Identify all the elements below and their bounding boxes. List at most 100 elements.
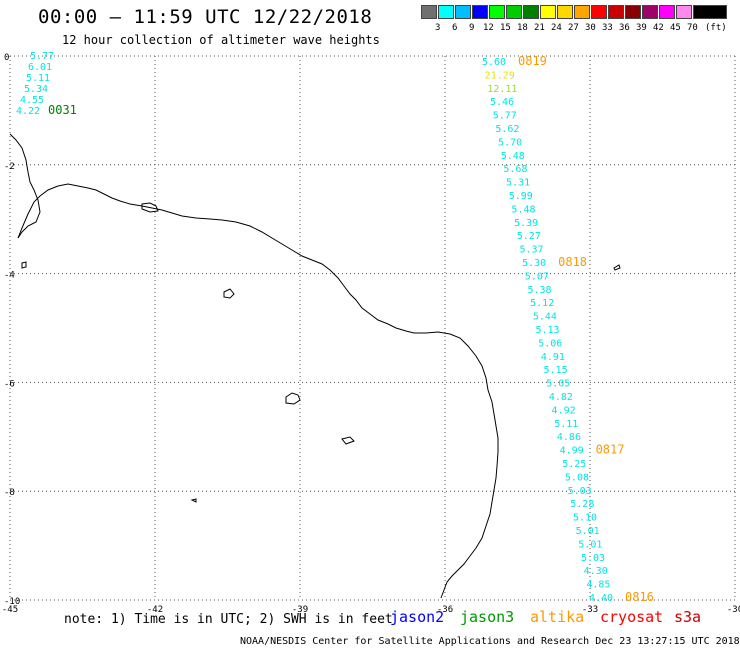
legend-swatch-21 (523, 5, 539, 19)
swh-value: 5.27 (517, 231, 541, 242)
legend-unit: (ft) (705, 23, 727, 33)
map-subtitle: 12 hour collection of altimeter wave hei… (62, 33, 380, 47)
legend-swatch-42 (642, 5, 658, 19)
legend-label: 27 (568, 23, 579, 33)
swh-value: 4.30 (584, 566, 608, 577)
swh-value: 4.85 (586, 580, 610, 591)
x-tick-label: -45 (2, 605, 18, 615)
island (21, 261, 27, 269)
swh-value: 5.06 (538, 338, 562, 349)
legend-swatch-27 (557, 5, 573, 19)
swh-value: 5.12 (530, 298, 554, 309)
legend-swatch-30 (574, 5, 590, 19)
legend-label: 45 (670, 23, 681, 33)
coastline-mainland (17, 183, 499, 599)
legend-label: 30 (585, 23, 596, 33)
swh-value: 6.01 (28, 62, 52, 73)
swh-value: 5.68 (503, 164, 527, 175)
legend-label: 9 (469, 23, 475, 33)
island (141, 202, 159, 213)
x-tick-label: -42 (147, 605, 163, 615)
footer-credit: NOAA/NESDIS Center for Satellite Applica… (240, 636, 740, 647)
swh-value: 4.82 (549, 392, 573, 403)
swh-value: 5.60 (482, 57, 506, 68)
swh-value: 5.03 (581, 553, 605, 564)
swh-value: 5.11 (26, 73, 50, 84)
swh-value: 5.13 (536, 325, 560, 336)
swh-value: 5.39 (514, 218, 538, 229)
swh-value: 5.62 (495, 124, 519, 135)
legend-label: 6 (452, 23, 458, 33)
legend-swatch-18 (506, 5, 522, 19)
swh-value: 12.11 (487, 84, 517, 95)
swh-value: 4.55 (20, 95, 44, 106)
swh-value: 4.22 (16, 106, 40, 117)
legend-label: 3 (435, 23, 441, 33)
swh-value: 5.11 (554, 419, 578, 430)
swh-value: 5.48 (501, 151, 525, 162)
swh-value: 5.77 (493, 111, 517, 122)
legend-swatch-3 (421, 5, 437, 19)
legend-label: 15 (500, 23, 511, 33)
legend-swatch-6 (438, 5, 454, 19)
island (341, 436, 355, 445)
y-tick-label: -10 (4, 597, 20, 607)
swh-value: 5.30 (522, 258, 546, 269)
island (190, 498, 197, 503)
swh-value: 5.08 (565, 472, 589, 483)
swh-value: 5.28 (570, 499, 594, 510)
legend-swatch-12 (472, 5, 488, 19)
y-tick-label: 0 (4, 53, 9, 63)
y-tick-label: -8 (4, 488, 15, 498)
pass-time-label: 0817 (596, 443, 625, 457)
swh-value: 5.07 (525, 271, 549, 282)
coastline (9, 133, 621, 599)
legend-swatch-9 (455, 5, 471, 19)
x-tick-label: -30 (727, 605, 740, 615)
satellite-jason3: jason3 (460, 608, 515, 626)
swh-value: 4.91 (541, 352, 565, 363)
legend-swatch-max (693, 5, 727, 19)
legend-label: 24 (551, 23, 562, 33)
legend-swatch-45 (659, 5, 675, 19)
y-tick-label: -2 (4, 162, 15, 172)
x-tick-label: -39 (292, 605, 308, 615)
swh-value: 5.25 (562, 459, 586, 470)
coastline-north-shore (9, 133, 41, 239)
pass-time-label: 0031 (48, 103, 77, 117)
swh-value: 5.44 (533, 312, 557, 323)
axis-tick-labels: -45 -42 -39 -36 -33 -30 0 -2 -4 -6 -8 -10 (2, 53, 740, 615)
swh-value: 21.29 (485, 70, 515, 81)
satellite-altika: altika (530, 608, 585, 626)
island (285, 392, 301, 405)
legend-swatch-33 (591, 5, 607, 19)
track-labels: 5.776.015.115.344.554.22 00315.6021.2912.… (16, 51, 654, 604)
pass-time-label: 0818 (558, 255, 587, 269)
swh-value: 5.31 (506, 178, 530, 189)
lat-lon-grid (9, 55, 736, 601)
y-tick-label: -6 (4, 379, 15, 389)
swh-value: 4.99 (560, 446, 584, 457)
legend-swatch-70 (676, 5, 692, 19)
legend-label: 42 (653, 23, 664, 33)
swh-value: 5.34 (24, 84, 48, 95)
swh-value: 5.05 (546, 379, 570, 390)
satellite-cryosat: cryosat (600, 608, 664, 626)
legend-swatch-36 (608, 5, 624, 19)
swh-value: 5.10 (573, 513, 597, 524)
map-title: 00:00 – 11:59 UTC 12/22/2018 (38, 6, 373, 28)
legend-label: 12 (483, 23, 494, 33)
satellite-jason2: jason2 (390, 608, 445, 626)
x-tick-label: -36 (437, 605, 453, 615)
legend-label: 33 (602, 23, 613, 33)
pass-time-label: 0819 (518, 54, 547, 68)
x-tick-label: -33 (582, 605, 598, 615)
swh-value: 5.77 (30, 51, 54, 62)
swh-value: 5.37 (519, 245, 543, 256)
island (223, 288, 235, 299)
footer-note: note: 1) Time is in UTC; 2) SWH is in fe… (64, 612, 393, 627)
legend-label: 21 (534, 23, 545, 33)
swh-value: 4.92 (552, 405, 576, 416)
island (613, 264, 621, 271)
